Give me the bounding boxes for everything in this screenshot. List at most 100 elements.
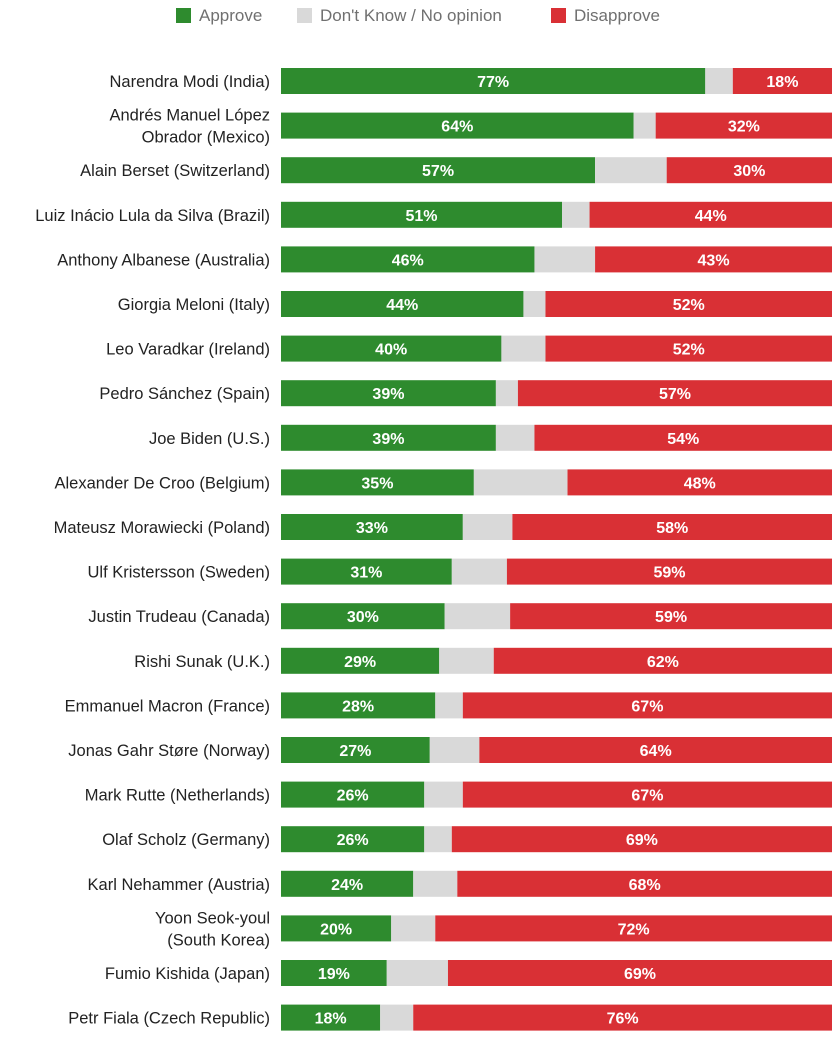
row-label: Mateusz Morawiecki (Poland): [54, 519, 270, 537]
bar-dont-know: [451, 558, 507, 585]
disapprove-value-label: 59%: [655, 609, 687, 626]
row-label: Narendra Modi (India): [110, 73, 271, 91]
bar-disapprove: [589, 201, 832, 228]
chart-rows: Narendra Modi (India) 77% 18% Andrés Manuel…: [35, 68, 832, 1031]
disapprove-value-label: 54%: [667, 431, 699, 448]
approve-value-label: 30%: [347, 609, 379, 626]
row-label: Olaf Scholz (Germany): [102, 831, 270, 849]
bar-approve: [281, 915, 392, 942]
bar-approve: [281, 68, 706, 94]
approve-value-label: 40%: [375, 342, 407, 359]
bar-row: Justin Trudeau (Canada) 30% 59%: [88, 603, 832, 630]
row-label: Petr Fiala (Czech Republic): [68, 1010, 270, 1028]
approve-value-label: 18%: [315, 1011, 347, 1028]
bar-disapprove: [545, 291, 832, 317]
bar-row: Yoon Seok-youl (South Korea) 20% 72%: [155, 909, 832, 949]
bar-disapprove: [451, 826, 832, 853]
disapprove-value-label: 69%: [626, 832, 658, 849]
disapprove-value-label: 58%: [656, 520, 688, 537]
bar-dont-know: [435, 692, 463, 719]
bar-approve: [281, 291, 524, 317]
approve-value-label: 27%: [339, 743, 371, 760]
row-label: Pedro Sánchez (Spain): [99, 385, 270, 403]
bar-disapprove: [462, 781, 832, 808]
bar-dont-know: [595, 157, 667, 184]
bar-disapprove: [545, 335, 832, 362]
bar-row: Mateusz Morawiecki (Poland) 33% 58%: [54, 514, 832, 540]
bar-disapprove: [567, 469, 832, 496]
bar-row: Pedro Sánchez (Spain) 39% 57%: [99, 380, 832, 407]
bar-row: Alexander De Croo (Belgium) 35% 48%: [54, 469, 832, 496]
bar-approve: [281, 781, 425, 808]
bar-dont-know: [473, 469, 568, 496]
bar-disapprove: [479, 737, 832, 763]
disapprove-value-label: 69%: [624, 966, 656, 983]
row-label: Karl Nehammer (Austria): [88, 876, 270, 894]
bar-dont-know: [495, 380, 518, 407]
disapprove-value-label: 44%: [695, 208, 727, 225]
row-label: Alain Berset (Switzerland): [80, 162, 270, 180]
approve-value-label: 57%: [422, 163, 454, 180]
bar-row: Alain Berset (Switzerland) 57% 30%: [80, 157, 832, 184]
bar-disapprove: [655, 112, 832, 139]
disapprove-value-label: 30%: [733, 163, 765, 180]
bar-approve: [281, 112, 634, 139]
approve-value-label: 35%: [361, 475, 393, 492]
row-label: (South Korea): [167, 931, 270, 949]
row-label: Ulf Kristersson (Sweden): [88, 564, 270, 582]
row-label: Fumio Kishida (Japan): [105, 965, 270, 983]
disapprove-value-label: 32%: [728, 119, 760, 136]
bar-disapprove: [512, 514, 832, 540]
bar-approve: [281, 335, 502, 362]
approve-value-label: 20%: [320, 921, 352, 938]
bar-dont-know: [380, 1004, 414, 1031]
approve-value-label: 33%: [356, 520, 388, 537]
bar-approve: [281, 558, 452, 585]
disapprove-value-label: 67%: [631, 698, 663, 715]
approve-value-label: 29%: [344, 654, 376, 671]
disapprove-value-label: 76%: [607, 1011, 639, 1028]
bar-dont-know: [391, 915, 436, 942]
bar-approve: [281, 870, 414, 897]
bar-row: Anthony Albanese (Australia) 46% 43%: [57, 246, 832, 273]
legend-label-2: Disapprove: [574, 6, 660, 25]
row-label: Obrador (Mexico): [142, 129, 270, 147]
bar-row: Mark Rutte (Netherlands) 26% 67%: [85, 781, 832, 808]
bar-approve: [281, 157, 596, 184]
legend-label-1: Don't Know / No opinion: [320, 6, 502, 25]
disapprove-value-label: 64%: [640, 743, 672, 760]
bar-disapprove: [666, 157, 832, 184]
approve-value-label: 28%: [342, 698, 374, 715]
approve-value-label: 64%: [441, 119, 473, 136]
bar-approve: [281, 960, 387, 986]
legend-swatch-0: [176, 8, 191, 23]
bar-dont-know: [633, 112, 656, 139]
bar-dont-know: [562, 201, 590, 228]
bar-disapprove: [413, 1004, 832, 1031]
bar-dont-know: [534, 246, 596, 273]
disapprove-value-label: 68%: [629, 877, 661, 894]
bar-row: Fumio Kishida (Japan) 19% 69%: [105, 960, 832, 986]
bar-row: Jonas Gahr Støre (Norway) 27% 64%: [68, 737, 832, 763]
bar-approve: [281, 246, 535, 273]
legend-swatch-2: [551, 8, 566, 23]
approve-value-label: 19%: [318, 966, 350, 983]
bar-row: Emmanuel Macron (France) 28% 67%: [65, 692, 832, 719]
bar-disapprove: [534, 424, 832, 451]
disapprove-value-label: 59%: [653, 565, 685, 582]
bar-disapprove: [435, 915, 832, 942]
approve-value-label: 26%: [337, 832, 369, 849]
row-label: Justin Trudeau (Canada): [88, 608, 270, 626]
row-label: Rishi Sunak (U.K.): [134, 653, 270, 671]
bar-row: Luiz Inácio Lula da Silva (Brazil) 51% 44%: [35, 201, 832, 228]
disapprove-value-label: 67%: [631, 788, 663, 805]
row-label: Mark Rutte (Netherlands): [85, 787, 270, 805]
row-label: Leo Varadkar (Ireland): [106, 341, 270, 359]
bar-disapprove: [493, 647, 832, 674]
row-label: Yoon Seok-youl: [155, 909, 270, 927]
approve-value-label: 24%: [331, 877, 363, 894]
disapprove-value-label: 48%: [684, 475, 716, 492]
disapprove-value-label: 43%: [698, 252, 730, 269]
row-label: Anthony Albanese (Australia): [57, 251, 270, 269]
bar-row: Giorgia Meloni (Italy) 44% 52%: [118, 291, 832, 317]
